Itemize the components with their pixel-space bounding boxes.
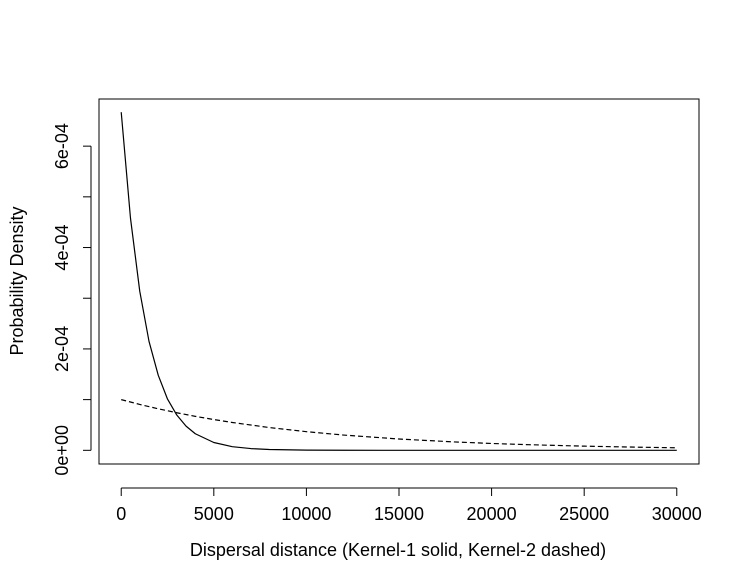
series-layer — [120, 112, 677, 451]
x-axis: 0 5000 10000 15000 20000 25000 30000 — [116, 487, 702, 524]
kernel-1-solid-line — [120, 112, 677, 451]
y-axis-title: Probability Density — [7, 206, 27, 355]
x-tick-label: 0 — [116, 504, 126, 524]
y-tick-label: 2e-04 — [52, 326, 72, 372]
x-tick-label: 15000 — [374, 504, 424, 524]
x-tick-label: 30000 — [652, 504, 702, 524]
x-tick-label: 5000 — [194, 504, 234, 524]
y-tick-label: 6e-04 — [52, 123, 72, 169]
kernel-2-dashed-line — [121, 399, 677, 449]
y-axis: 0e+00 2e-04 4e-04 6e-04 — [52, 123, 92, 476]
y-tick-label: 4e-04 — [52, 225, 72, 271]
plot-frame — [98, 98, 700, 465]
x-tick-label: 10000 — [281, 504, 331, 524]
x-tick-label: 20000 — [467, 504, 517, 524]
x-axis-title: Dispersal distance (Kernel-1 solid, Kern… — [190, 540, 606, 560]
y-tick-label: 0e+00 — [52, 425, 72, 476]
x-tick-label: 25000 — [559, 504, 609, 524]
